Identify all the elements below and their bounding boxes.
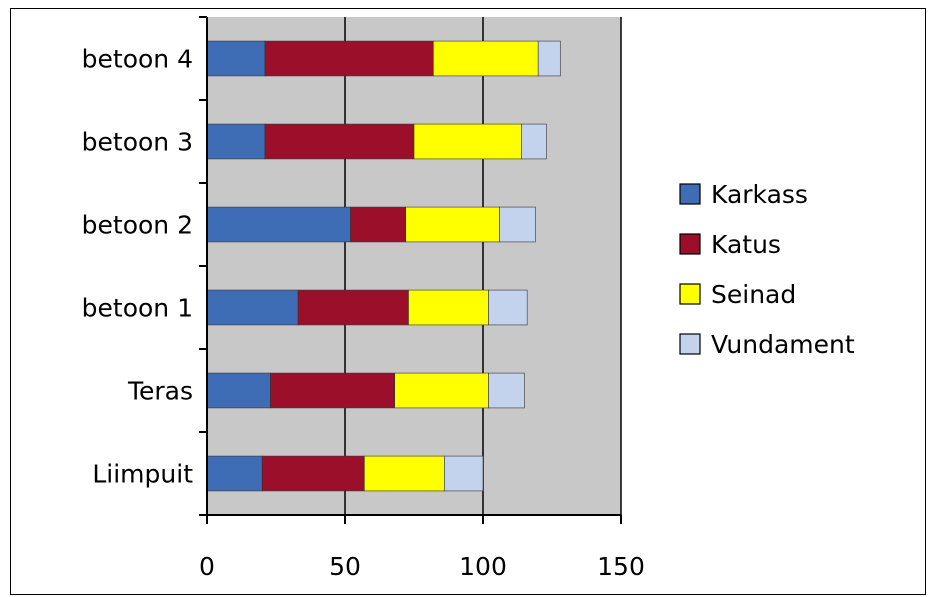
bar-betoon-3-seinad: [413, 123, 522, 160]
tick-labels: 0 50 100 150 betoon 4 betoon 3 betoon 2 betoon …: [82, 45, 645, 582]
x-tick-label-150: 150: [597, 552, 645, 581]
bars: [206, 40, 561, 492]
legend-swatch-karkass: [679, 183, 701, 205]
bar-betoon-3-vundament: [521, 123, 547, 160]
legend-swatch-vundament: [679, 333, 701, 355]
bar-betoon-1-katus: [297, 289, 409, 326]
x-tick-label-100: 100: [459, 552, 507, 581]
y-tick-label-betoon-1: betoon 1: [82, 294, 193, 323]
legend-label-karkass: Karkass: [711, 180, 808, 209]
bar-betoon-2-katus: [350, 206, 407, 243]
legend-swatch-seinad: [679, 283, 701, 305]
chart-frame: 0 50 100 150 betoon 4 betoon 3 betoon 2 betoon …: [10, 8, 926, 595]
bar-liimpuit-vundament: [444, 455, 484, 492]
legend-label-katus: Katus: [711, 230, 781, 259]
bar-betoon-4-vundament: [537, 40, 561, 77]
grid-lines: [344, 17, 622, 515]
bar-betoon-2-seinad: [405, 206, 500, 243]
bar-teras-karkass: [206, 372, 271, 409]
x-tick-label-50: 50: [329, 552, 361, 581]
bar-betoon-3-karkass: [206, 123, 266, 160]
x-tick-label-0: 0: [199, 552, 215, 581]
y-tick-label-betoon-4: betoon 4: [82, 45, 193, 74]
bar-betoon-1-vundament: [488, 289, 528, 326]
bar-betoon-1-karkass: [206, 289, 299, 326]
bar-betoon-1-seinad: [408, 289, 489, 326]
bar-betoon-4-karkass: [206, 40, 266, 77]
axes: [199, 16, 622, 524]
bar-betoon-2-karkass: [206, 206, 351, 243]
plot-area: [207, 17, 621, 515]
stacked-bar-chart: 0 50 100 150 betoon 4 betoon 3 betoon 2 betoon …: [82, 16, 855, 582]
legend-swatch-katus: [679, 233, 701, 255]
bar-liimpuit-katus: [261, 455, 365, 492]
y-tick-label-betoon-2: betoon 2: [82, 211, 193, 240]
bar-teras-seinad: [394, 372, 489, 409]
legend-label-vundament: Vundament: [711, 330, 855, 359]
y-tick-label-liimpuit: Liimpuit: [92, 460, 193, 489]
bar-betoon-2-vundament: [499, 206, 536, 243]
bar-liimpuit-karkass: [206, 455, 263, 492]
bar-teras-katus: [270, 372, 395, 409]
bar-teras-vundament: [488, 372, 525, 409]
y-tick-label-teras: Teras: [127, 377, 193, 406]
legend-label-seinad: Seinad: [711, 280, 796, 309]
bar-betoon-4-katus: [264, 40, 434, 77]
legend: Karkass Katus Seinad Vundament: [679, 180, 855, 359]
bar-betoon-4-seinad: [433, 40, 539, 77]
y-tick-label-betoon-3: betoon 3: [82, 128, 193, 157]
bar-liimpuit-seinad: [364, 455, 445, 492]
bar-betoon-3-katus: [264, 123, 415, 160]
